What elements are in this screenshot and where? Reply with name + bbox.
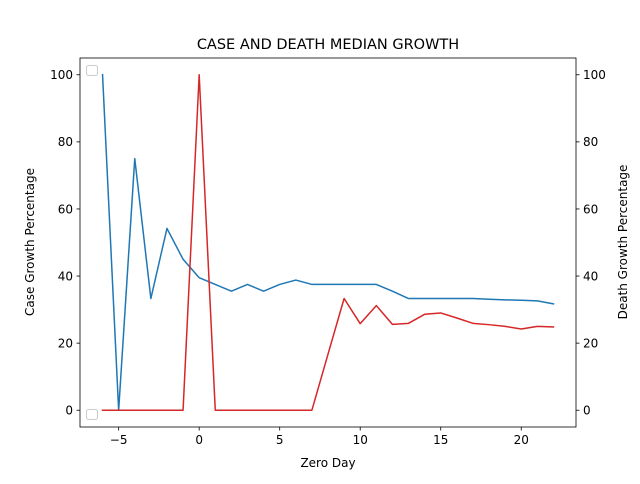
y-right-tick-label: 80 xyxy=(583,135,598,149)
plot-lines xyxy=(101,73,555,411)
axes-frame xyxy=(79,57,577,428)
x-tick-label: 20 xyxy=(514,433,529,447)
y-left-tick-label: 60 xyxy=(58,202,73,216)
legend-box-bottom xyxy=(86,409,98,420)
axes-spines xyxy=(79,57,577,428)
y-left-axis-ticks: 0 20 40 60 80 100 xyxy=(50,68,80,418)
x-tick-label: 15 xyxy=(433,433,448,447)
y-left-axis-label: Case Growth Percentage xyxy=(23,168,37,316)
y-left-tick-label: 100 xyxy=(50,68,73,82)
x-tick-label: −5 xyxy=(110,433,128,447)
x-tick-label: 10 xyxy=(353,433,368,447)
y-left-tick-label: 20 xyxy=(58,336,73,350)
x-axis-ticks: −5 0 5 10 15 20 xyxy=(110,427,529,447)
x-tick-label: 5 xyxy=(276,433,284,447)
y-right-tick-label: 40 xyxy=(583,269,598,283)
x-axis-label: Zero Day xyxy=(300,456,355,470)
y-right-tick-label: 0 xyxy=(583,404,591,418)
y-right-axis-label: Death Growth Percentage xyxy=(616,165,630,320)
y-left-tick-label: 40 xyxy=(58,269,73,283)
y-right-tick-label: 60 xyxy=(583,202,598,216)
legend-box-top xyxy=(86,65,98,76)
y-left-tick-label: 80 xyxy=(58,135,73,149)
series-line-case xyxy=(101,73,555,411)
y-right-tick-label: 20 xyxy=(583,336,598,350)
y-left-tick-label: 0 xyxy=(65,404,73,418)
y-right-tick-label: 100 xyxy=(583,68,606,82)
chart-title: CASE AND DEATH MEDIAN GROWTH xyxy=(197,37,459,53)
x-tick-label: 0 xyxy=(195,433,203,447)
y-right-axis-ticks: 0 20 40 60 80 100 xyxy=(576,68,606,418)
series-line-death xyxy=(101,74,555,411)
